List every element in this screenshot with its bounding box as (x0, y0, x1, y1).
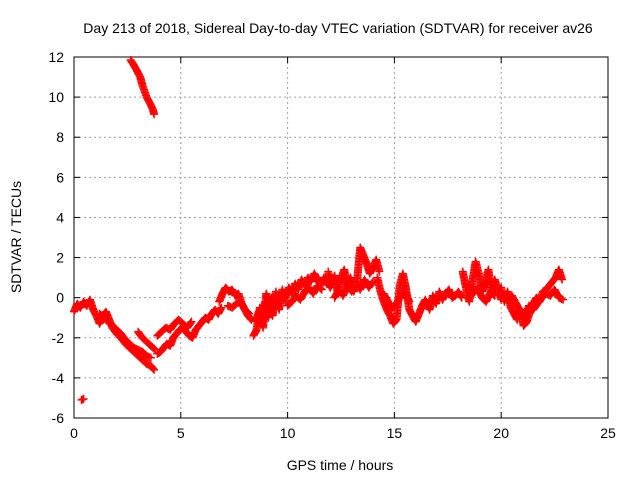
y-tick-label: -6 (52, 410, 65, 426)
data-point (217, 303, 226, 312)
data-point (245, 309, 254, 318)
x-tick-label: 25 (600, 425, 616, 441)
y-tick-label: 2 (56, 250, 64, 266)
data-point (559, 295, 568, 304)
data-point (79, 394, 88, 403)
data-point (490, 291, 499, 300)
data-point (317, 285, 326, 294)
x-tick-label: 20 (493, 425, 509, 441)
plot-frame (73, 56, 609, 419)
y-tick-label: 12 (48, 49, 64, 65)
data-point (187, 317, 196, 326)
data-point (270, 303, 279, 312)
y-tick-label: 8 (56, 129, 64, 145)
data-point (146, 353, 155, 362)
data-point (150, 110, 159, 119)
x-axis-label: GPS time / hours (287, 457, 394, 473)
y-tick-label: 4 (56, 209, 64, 225)
data-point (558, 275, 567, 284)
data-point (149, 364, 158, 373)
data-point (186, 318, 195, 327)
y-axis-label: SDTVAR / TECUs (8, 181, 24, 293)
data-point (150, 365, 159, 374)
data-point (244, 308, 253, 317)
data-point (405, 297, 414, 306)
data-point (375, 267, 384, 276)
y-tick-label: -4 (52, 370, 65, 386)
y-tick-label: 0 (56, 290, 64, 306)
chart-title: Day 213 of 2018, Sidereal Day-to-day VTE… (83, 20, 593, 36)
x-tick-label: 0 (70, 425, 78, 441)
x-tick-label: 5 (177, 425, 185, 441)
data-point (316, 284, 325, 293)
x-tick-label: 15 (387, 425, 403, 441)
y-tick-label: 6 (56, 169, 64, 185)
axis-ticks: 0 5 10 15 20 25 -6 -4 -2 0 2 4 6 8 10 12 (48, 49, 616, 441)
data-point (150, 344, 159, 353)
data-series-sdtvar (70, 56, 568, 404)
x-tick-label: 10 (280, 425, 296, 441)
y-tick-label: -2 (52, 330, 65, 346)
y-tick-label: 10 (48, 89, 64, 105)
data-point (489, 290, 498, 299)
grid-lines (74, 57, 608, 418)
